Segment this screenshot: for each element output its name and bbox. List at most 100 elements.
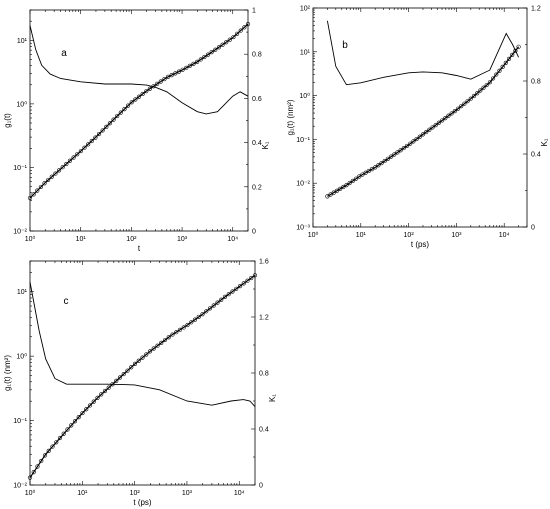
data-point <box>99 392 104 397</box>
data-point <box>510 52 515 57</box>
data-point <box>252 273 258 278</box>
x-tick-label: 10³ <box>451 232 462 239</box>
data-point <box>241 281 246 286</box>
y2-tick-label: 0.4 <box>259 427 269 434</box>
data-point <box>414 136 419 142</box>
data-point <box>478 88 483 93</box>
data-point <box>411 139 416 144</box>
panel-c: 10⁰ 10¹ 10² 10³ 10⁴ 10⁻² 10⁻¹ 10⁰ 10¹ 0 0.4 0.8 1.2 1… <box>3 259 277 508</box>
x-axis-label: t (ps) <box>133 498 152 507</box>
y-tick-label: 10⁻² <box>296 181 310 188</box>
data-point <box>166 335 171 340</box>
data-point <box>155 81 160 87</box>
x-tick-label: 10² <box>130 490 141 497</box>
data-point <box>57 435 63 441</box>
data-point <box>462 101 467 106</box>
data-point <box>144 352 149 357</box>
data-point <box>159 340 164 345</box>
y-tick-label: 10⁻¹ <box>13 165 27 172</box>
series-g1-line <box>29 274 256 479</box>
data-point <box>180 67 185 72</box>
panel-label: b <box>342 40 348 51</box>
data-point <box>107 121 113 126</box>
data-point <box>224 40 229 45</box>
data-point <box>136 94 142 99</box>
data-point <box>196 314 201 320</box>
y-axis-label: g₁(t) (nm²) <box>3 355 12 391</box>
data-point <box>468 96 473 101</box>
x-tick-label: 10⁰ <box>25 489 36 497</box>
data-point <box>231 34 236 40</box>
y2-axis-label: K₁ <box>261 141 270 149</box>
x-tick-label: 10³ <box>177 236 188 243</box>
panel-a: 10⁰ 10¹ 10² 10³ 10⁴ 10⁻² 10⁻¹ 10⁰ 10¹ 0 0.2 0.4 0.6 0… <box>3 8 270 254</box>
data-point <box>198 57 203 62</box>
data-point <box>65 427 70 432</box>
data-point <box>46 448 51 453</box>
data-point <box>516 44 521 49</box>
data-point <box>82 145 87 150</box>
data-point <box>341 184 346 190</box>
data-point <box>115 113 120 119</box>
data-point <box>417 134 422 139</box>
plot-frame <box>29 9 249 232</box>
data-point <box>401 145 406 151</box>
y2-tick-label: 0.8 <box>252 52 262 59</box>
data-point <box>213 47 218 52</box>
data-point <box>78 148 83 154</box>
data-point <box>360 172 365 177</box>
data-point <box>200 312 205 317</box>
data-point <box>436 120 442 125</box>
data-point <box>27 475 33 480</box>
x-tick-label: 10⁴ <box>499 232 510 239</box>
data-point <box>100 128 105 133</box>
data-point <box>140 91 145 97</box>
data-point <box>369 167 375 172</box>
data-point <box>96 131 102 137</box>
data-point <box>181 325 186 330</box>
x-tick-label: 10¹ <box>76 236 87 243</box>
x-tick-label: 10⁴ <box>234 490 245 497</box>
y-tick-label: 10⁰ <box>16 353 27 361</box>
data-point <box>106 385 111 390</box>
data-point <box>102 388 108 394</box>
data-point <box>338 186 343 191</box>
y-tick-label: 10⁻¹ <box>13 418 27 425</box>
data-point <box>226 292 231 297</box>
data-point <box>513 48 518 53</box>
data-point <box>170 332 175 337</box>
data-point <box>144 89 149 94</box>
y2-tick-label: 0.8 <box>531 79 541 86</box>
data-point <box>245 278 250 283</box>
y2-tick-label: 0 <box>531 225 535 232</box>
series-g1-line <box>29 23 249 199</box>
plot-frame <box>29 260 256 486</box>
y2-tick-label: 0.4 <box>252 140 262 147</box>
y2-tick-label: 0.8 <box>259 371 269 378</box>
data-point <box>427 127 432 132</box>
data-point <box>39 458 44 464</box>
data-point <box>455 106 461 111</box>
data-point <box>162 76 167 82</box>
x-tick-label: 10⁰ <box>308 231 319 239</box>
data-point <box>27 195 33 201</box>
data-point <box>86 142 91 147</box>
data-point <box>392 152 397 157</box>
data-point <box>242 25 247 30</box>
y-tick-label: 10¹ <box>17 289 28 296</box>
panel-label: a <box>61 48 67 59</box>
y2-tick-label: 1.2 <box>531 6 541 13</box>
y-tick-label: 10⁻¹ <box>296 137 310 144</box>
x-axis-label: t (ps) <box>411 240 430 249</box>
data-point <box>347 180 352 186</box>
data-point <box>487 80 493 85</box>
data-point <box>64 161 69 167</box>
data-point <box>67 158 73 163</box>
x-tick-label: 10¹ <box>77 490 88 497</box>
data-point <box>84 407 89 412</box>
data-point <box>395 150 400 155</box>
data-point <box>71 155 76 160</box>
y-tick-label: 10¹ <box>300 49 311 56</box>
data-point <box>459 104 464 109</box>
